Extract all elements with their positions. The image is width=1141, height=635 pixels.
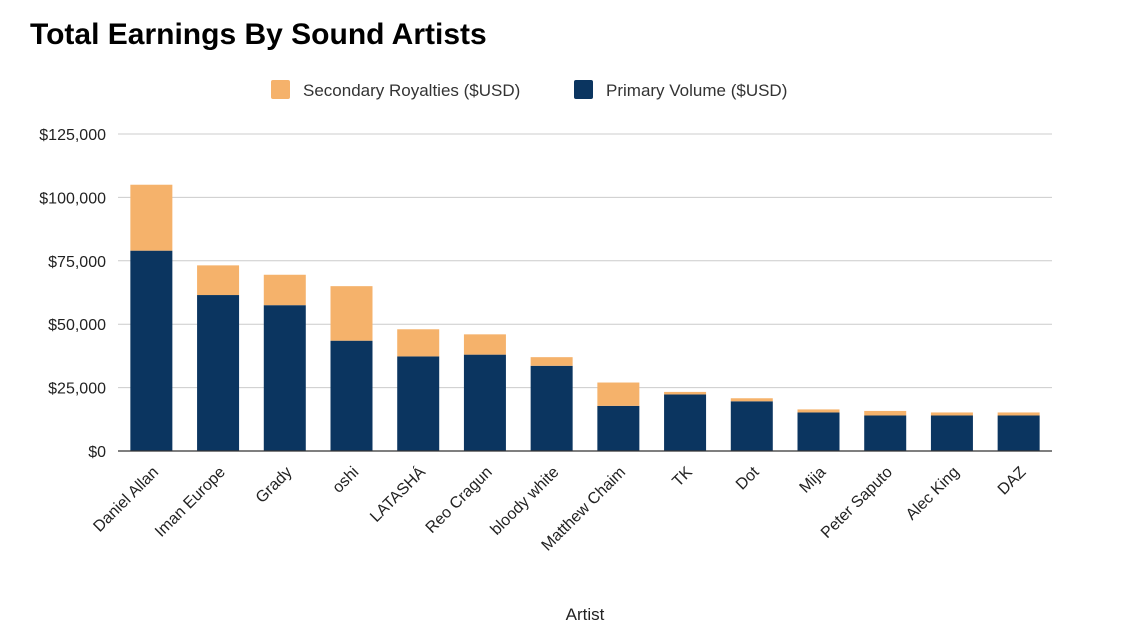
y-tick-label: $0 — [88, 444, 106, 461]
legend: Secondary Royalties ($USD) Primary Volume… — [271, 80, 787, 100]
x-tick-label: DAZ — [995, 464, 1030, 499]
bar-secondary-royalties — [330, 286, 373, 341]
x-tick-label: bloody white — [488, 464, 563, 539]
bar-primary-volume — [864, 415, 907, 451]
bar-primary-volume — [330, 340, 373, 451]
x-tick-label: Iman Europe — [152, 464, 229, 541]
bar-primary-volume — [130, 250, 173, 451]
bar-secondary-royalties — [397, 329, 440, 357]
x-axis-title: Artist — [566, 605, 605, 624]
legend-label: Primary Volume ($USD) — [606, 81, 787, 100]
bar-secondary-royalties — [530, 357, 573, 366]
bar-primary-volume — [997, 415, 1040, 451]
x-tick-label: Mija — [797, 464, 830, 497]
x-tick-label: Alec King — [903, 464, 963, 524]
y-tick-label: $75,000 — [48, 254, 106, 271]
bar-secondary-royalties — [664, 391, 707, 395]
gridlines — [118, 133, 1052, 389]
x-tick-label: LATASHÁ — [366, 462, 430, 526]
bar-secondary-royalties — [930, 412, 973, 416]
legend-label: Secondary Royalties ($USD) — [303, 81, 520, 100]
x-tick-label: Peter Saputo — [818, 464, 896, 542]
bar-secondary-royalties — [263, 274, 306, 306]
bar-secondary-royalties — [997, 412, 1040, 416]
bar-secondary-royalties — [597, 382, 640, 406]
x-tick-label: Daniel Allan — [90, 464, 162, 536]
bar-secondary-royalties — [130, 184, 173, 251]
bar-secondary-royalties — [864, 410, 907, 416]
bar-primary-volume — [463, 354, 506, 451]
bar-primary-volume — [797, 412, 840, 451]
y-tick-label: $100,000 — [39, 190, 106, 207]
bar-secondary-royalties — [730, 398, 773, 402]
bar-primary-volume — [530, 365, 573, 451]
y-axis-tick-labels: $0 $25,000 $50,000 $75,000 $100,000 $125,000 — [39, 127, 106, 461]
bar-secondary-royalties — [797, 409, 840, 413]
bar-secondary-royalties — [197, 265, 240, 296]
y-tick-label: $25,000 — [48, 381, 106, 398]
bar-primary-volume — [197, 295, 240, 451]
bar-primary-volume — [263, 305, 306, 451]
bar-primary-volume — [930, 415, 973, 451]
bars — [130, 184, 1040, 451]
x-tick-label: Reo Cragun — [423, 464, 496, 537]
x-tick-label: Dot — [733, 463, 763, 493]
x-tick-label: TK — [669, 464, 696, 491]
chart-title: Total Earnings By Sound Artists — [30, 18, 487, 51]
y-tick-label: $50,000 — [48, 317, 106, 334]
bar-primary-volume — [664, 394, 707, 451]
x-tick-label: oshi — [330, 464, 363, 497]
bar-primary-volume — [397, 356, 440, 451]
legend-swatch — [271, 80, 290, 99]
legend-swatch — [574, 80, 593, 99]
x-tick-label: Grady — [253, 464, 296, 507]
y-tick-label: $125,000 — [39, 127, 106, 144]
bar-primary-volume — [730, 401, 773, 451]
bar-primary-volume — [597, 405, 640, 451]
bar-secondary-royalties — [463, 334, 506, 355]
